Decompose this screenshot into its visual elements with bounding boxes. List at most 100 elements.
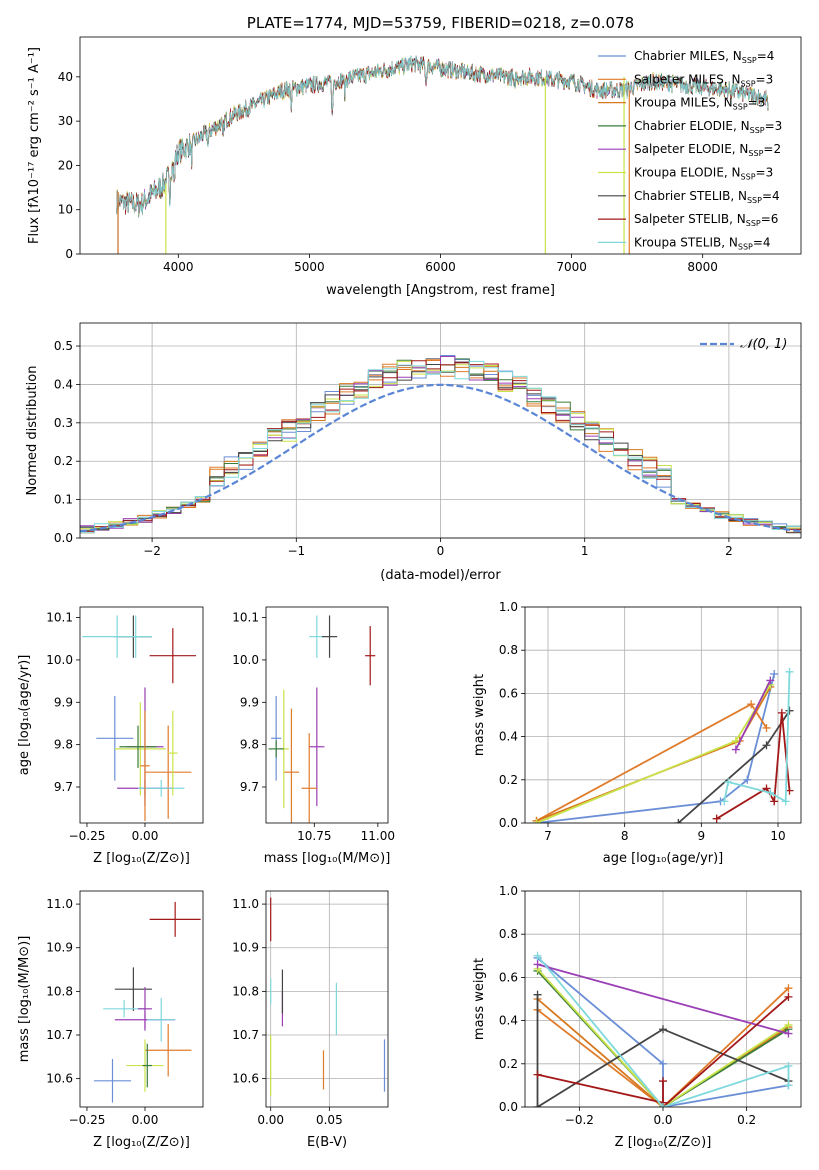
- legend-label-4: Salpeter ELODIE, N: [634, 142, 748, 156]
- spectrum-yticklabel-1: 10: [58, 203, 73, 217]
- mass_vs_Z-yticklabel-1: 10.7: [46, 1028, 73, 1042]
- weight_vs_age-marker-0-3: [770, 669, 779, 678]
- legend-sub-5: SSP: [741, 173, 756, 182]
- mass_vs_Z-yticklabel-2: 10.8: [46, 984, 73, 998]
- weight_vs_Z-xticklabel-0: −0.2: [565, 1113, 594, 1127]
- mass_vs_Z-xticklabel-0: −0.25: [69, 1113, 106, 1127]
- spectrum-xlabel: wavelength [Angstrom, rest frame]: [326, 283, 555, 298]
- mass_vs_EBV-axes: 0.00 0.05 10.6 10.7 10.8 10.9 11.0: [232, 891, 388, 1127]
- spectrum-yticklabel-3: 30: [58, 114, 73, 128]
- age_vs_mass-yticklabel-1: 9.8: [240, 738, 259, 752]
- weight_vs_Z-line-3: [536, 970, 789, 1107]
- weight_vs_Z-marker-8-2: [784, 1061, 793, 1070]
- legend-label-5: Kroupa ELODIE, N: [634, 166, 741, 180]
- age_vs_mass-frame: [265, 606, 389, 824]
- legend-entry-7: Salpeter STELIB, NSSP=6: [634, 212, 778, 228]
- legend-label-6: Chabrier STELIB, N: [634, 189, 747, 203]
- weight_vs_age-marker-6-3: [777, 708, 786, 717]
- mass_vs_Z-yticklabel-0: 10.6: [46, 1072, 73, 1086]
- legend-tail-1: =3: [756, 72, 774, 86]
- legend-entry-3: Chabrier ELODIE, NSSP=3: [634, 119, 782, 135]
- mass_vs_EBV-points: [270, 897, 386, 1097]
- weight_vs_age-ylabel: mass weight: [472, 674, 487, 756]
- legend-entry-1: Salpeter MILES, NSSP=3: [634, 72, 773, 88]
- weight_vs_age-axes: 7 8 9 10 0.0 0.2 0.4 0.6 0.8 1.0: [499, 600, 801, 843]
- legend-tail-3: =3: [765, 119, 783, 133]
- legend-sub-2: SSP: [733, 103, 748, 112]
- weight_vs_age-frame: [524, 606, 802, 824]
- mass_vs_EBV-yticklabel-2: 10.8: [232, 984, 259, 998]
- residuals-xticklabel-1: −1: [287, 544, 305, 558]
- mass_vs_EBV-yticklabel-0: 10.6: [232, 1072, 259, 1086]
- weight_vs_Z-marker-0-1: [659, 1059, 667, 1068]
- legend-entry-0: Chabrier MILES, NSSP=4: [634, 49, 774, 65]
- weight_vs_Z-line-2: [536, 998, 789, 1107]
- age_vs_Z-yticklabel-2: 9.9: [54, 695, 73, 709]
- age_vs_mass-yticklabel-3: 10.0: [232, 653, 259, 667]
- weight_vs_age-marker-7-0: [720, 797, 729, 806]
- spectrum-xticklabel-3: 7000: [556, 260, 587, 274]
- weight_vs_age-marker-0-2: [743, 775, 752, 784]
- legend-label-2: Kroupa MILES, N: [634, 96, 733, 110]
- weight_vs_Z-marker-5-1: [784, 1029, 793, 1038]
- age_vs_mass-xticklabel-0: 10.75: [297, 829, 331, 843]
- residuals-yticklabel-3: 0.3: [54, 416, 73, 430]
- weight_vs_Z-xticklabel-2: 0.2: [737, 1113, 756, 1127]
- weight_vs_Z-yticklabel-4: 0.8: [499, 927, 518, 941]
- residuals-steps: [80, 355, 801, 534]
- legend-sub-6: SSP: [747, 196, 762, 205]
- weight_vs_age-line-2: [536, 686, 772, 822]
- legend-tail-0: =4: [757, 49, 775, 63]
- weight_vs_age-lines: [532, 667, 794, 823]
- weight_vs_Z-xlabel: Z [log₁₀(Z/Z⊙)]: [615, 1135, 712, 1150]
- legend-sub-0: SSP: [742, 56, 757, 65]
- mass_vs_EBV-xticklabel-0: 0.00: [257, 1113, 284, 1127]
- weight_vs_age-marker-7-2: [766, 788, 775, 797]
- weight_vs_Z-marker-7-2: [659, 1077, 667, 1086]
- weight_vs_age-xticklabel-2: 9: [698, 829, 706, 843]
- legend-sub-4: SSP: [748, 149, 763, 158]
- normal-curve: [80, 383, 801, 533]
- weight_vs_Z-marker-6-0: [533, 990, 542, 999]
- mass_vs_EBV-yticklabel-4: 11.0: [232, 897, 259, 911]
- legend-label-0: Chabrier MILES, N: [634, 49, 742, 63]
- weight_vs_age-yticklabel-3: 0.6: [499, 686, 518, 700]
- spectrum-yticklabel-0: 0: [65, 247, 73, 261]
- age_vs_Z-points: [82, 615, 197, 821]
- residuals-yticklabel-4: 0.4: [54, 377, 73, 391]
- spectrum-frame: [79, 36, 802, 255]
- legend-label-7: Salpeter STELIB, N: [634, 212, 746, 226]
- weight_vs_Z-marker-6-2: [659, 1025, 667, 1034]
- spectrum-title: PLATE=1774, MJD=53759, FIBERID=0218, z=0…: [247, 14, 634, 32]
- spectrum-line-kroupa-stelib: [116, 55, 769, 215]
- legend-tail-5: =3: [756, 166, 774, 180]
- age_vs_Z-axes: −0.25 0.00 9.7 9.8 9.9 10.0 10.1: [46, 611, 158, 843]
- age_vs_mass-yticklabel-4: 10.1: [232, 611, 259, 625]
- weight_vs_age-marker-1-2: [762, 723, 771, 732]
- mass_vs_EBV-frame: [265, 890, 389, 1108]
- weight_vs_Z-yticklabel-0: 0.0: [499, 1100, 518, 1114]
- weight_vs_Z-line-6: [536, 994, 789, 1107]
- weight_vs_age-yticklabel-1: 0.2: [499, 773, 518, 787]
- weight_vs_age-yticklabel-4: 0.8: [499, 643, 518, 657]
- weight_vs_Z-frame: [524, 890, 802, 1108]
- legend-entry-6: Chabrier STELIB, NSSP=4: [634, 189, 780, 205]
- legend-label-1: Salpeter MILES, N: [634, 72, 741, 86]
- weight_vs_age-marker-5-0: [674, 819, 683, 823]
- age_vs_mass-axes: 10.75 11.00 9.7 9.8 9.9 10.0 10.1: [232, 611, 395, 843]
- weight_vs_Z-xticklabel-1: 0.0: [653, 1113, 672, 1127]
- weight_vs_age-yticklabel-2: 0.4: [499, 730, 518, 744]
- weight_vs_Z-marker-4-2: [784, 1020, 793, 1029]
- spectrum-axes: 4000 5000 6000 7000 8000 0 10 20 30 40: [58, 70, 718, 274]
- weight_vs_Z-marker-8-0: [533, 951, 542, 960]
- age_vs_mass-points: [268, 615, 376, 823]
- weight_vs_age-marker-6-2: [770, 797, 779, 806]
- weight_vs_Z-yticklabel-2: 0.4: [499, 1014, 518, 1028]
- weight_vs_age-marker-1-1: [747, 700, 756, 709]
- weight_vs_age-marker-7-1: [724, 777, 733, 786]
- weight_vs_age-marker-7-3: [781, 797, 790, 806]
- spectrum-xticklabel-2: 6000: [425, 260, 456, 274]
- age_vs_Z-yticklabel-0: 9.7: [54, 780, 73, 794]
- legend-entry-2: Kroupa MILES, NSSP=3: [634, 96, 765, 112]
